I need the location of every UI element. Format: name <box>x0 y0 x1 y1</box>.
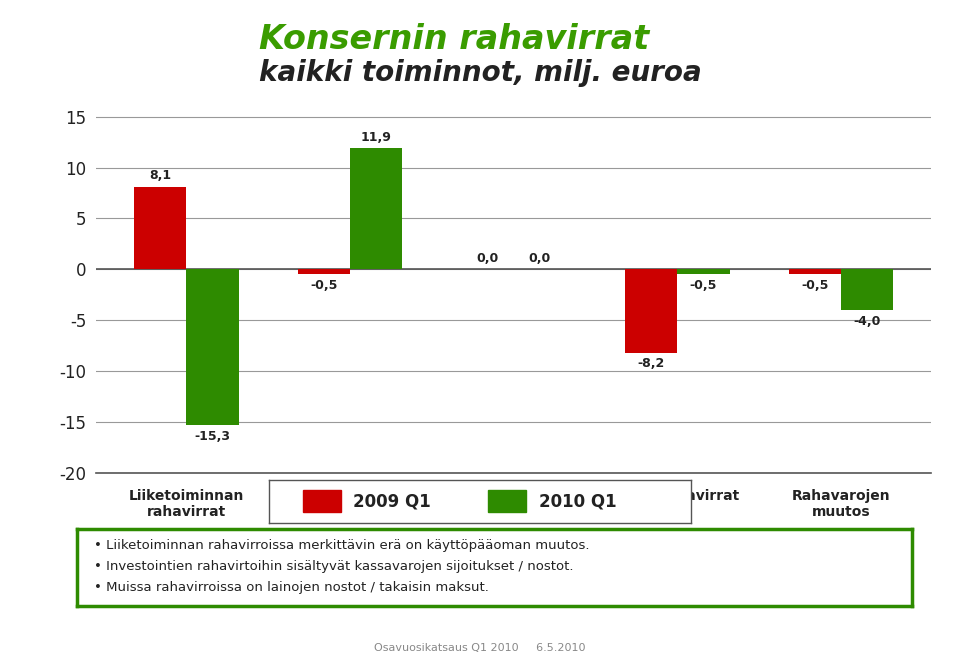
Text: -0,5: -0,5 <box>310 279 338 292</box>
Bar <box>350 149 402 269</box>
Text: -0,5: -0,5 <box>801 279 828 292</box>
Text: • Liiketoiminnan rahavirroissa merkittävin erä on käyttöpääoman muutos.
• Invest: • Liiketoiminnan rahavirroissa merkittäv… <box>93 539 589 593</box>
Text: -0,5: -0,5 <box>689 279 717 292</box>
Bar <box>788 269 841 274</box>
Text: Konsernin rahavirrat: Konsernin rahavirrat <box>259 23 650 57</box>
Text: 8,1: 8,1 <box>149 169 171 182</box>
Bar <box>489 490 526 512</box>
Bar <box>841 269 893 310</box>
Text: kaikki toiminnot, milj. euroa: kaikki toiminnot, milj. euroa <box>259 59 702 87</box>
Bar <box>302 490 341 512</box>
Text: -8,2: -8,2 <box>637 358 664 370</box>
Text: Osavuosikatsaus Q1 2010     6.5.2010: Osavuosikatsaus Q1 2010 6.5.2010 <box>374 643 586 653</box>
Text: 11,9: 11,9 <box>361 131 392 144</box>
Text: 0,0: 0,0 <box>476 252 498 265</box>
Text: -15,3: -15,3 <box>195 430 230 443</box>
Text: 2010 Q1: 2010 Q1 <box>540 492 616 510</box>
Bar <box>134 187 186 269</box>
Bar <box>186 269 239 425</box>
Bar <box>625 269 677 353</box>
Text: 0,0: 0,0 <box>529 252 551 265</box>
Text: 2009 Q1: 2009 Q1 <box>353 492 431 510</box>
Bar <box>677 269 730 274</box>
Text: -4,0: -4,0 <box>853 314 880 328</box>
Bar <box>298 269 350 274</box>
